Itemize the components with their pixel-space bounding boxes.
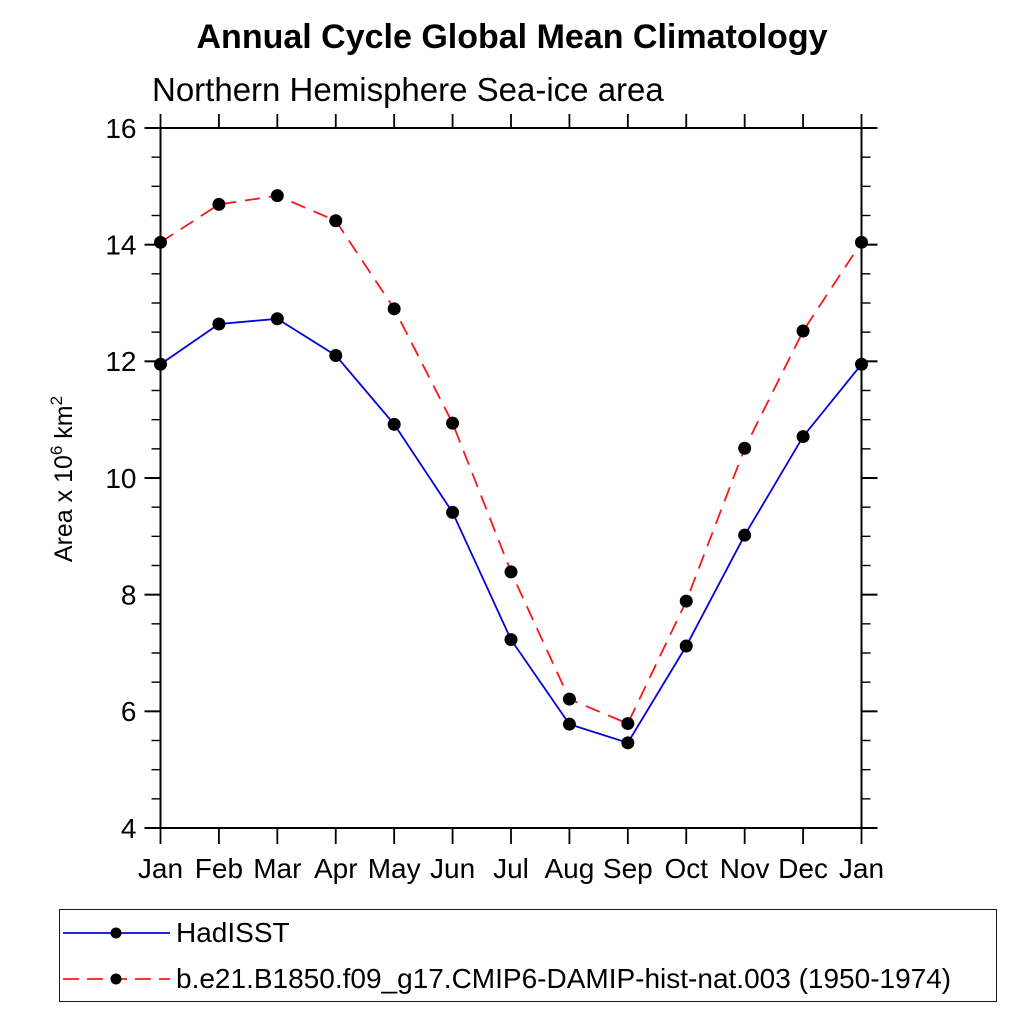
y-tick-label: 14	[105, 229, 136, 260]
data-point	[855, 357, 868, 371]
y-tick-label: 12	[105, 346, 136, 377]
legend: HadISST b.e21.B1850.f09_g17.CMIP6-DAMIP-…	[59, 909, 997, 1002]
y-tick-label: 16	[105, 113, 136, 144]
y-tick-label: 6	[121, 696, 137, 727]
y-tick-label: 4	[121, 813, 137, 844]
x-tick-label: Oct	[664, 853, 708, 884]
x-tick-label: Feb	[195, 853, 243, 884]
legend-item-hadisst: HadISST	[63, 914, 996, 952]
data-point	[212, 317, 226, 331]
data-point	[738, 441, 752, 455]
legend-item-model: b.e21.B1850.f09_g17.CMIP6-DAMIP-hist-nat…	[63, 960, 996, 998]
data-point	[562, 717, 576, 731]
x-tick-label: Apr	[314, 853, 358, 884]
data-point	[329, 349, 343, 362]
series-line-0	[159, 317, 863, 744]
x-tick-label: Jan	[138, 853, 183, 884]
x-tick-label: Dec	[778, 853, 828, 884]
y-tick-label: 10	[105, 463, 136, 494]
plot-frame	[159, 127, 863, 829]
data-point	[855, 235, 868, 249]
data-point	[796, 430, 810, 444]
data-point	[270, 312, 284, 326]
data-point	[154, 357, 167, 371]
legend-label: HadISST	[176, 916, 290, 948]
legend-swatch-solid-line-icon	[63, 927, 170, 938]
x-tick-label: Jan	[839, 853, 884, 884]
y-tick-label: 8	[121, 579, 137, 610]
data-point	[387, 302, 401, 316]
x-tick-label: Jun	[430, 853, 475, 884]
legend-label: b.e21.B1850.f09_g17.CMIP6-DAMIP-hist-nat…	[176, 962, 952, 994]
y-axis-title: Area x 106 km2	[47, 396, 78, 562]
data-point	[387, 417, 401, 431]
data-point	[504, 633, 518, 647]
data-point	[270, 189, 284, 203]
x-tick-label: Mar	[253, 853, 301, 884]
x-tick-label: Sep	[603, 853, 653, 884]
data-point	[679, 639, 693, 653]
data-point	[621, 736, 635, 750]
legend-marker-dot	[110, 973, 122, 984]
legend-marker-dot	[110, 927, 122, 938]
chart-title: Annual Cycle Global Mean Climatology	[196, 18, 828, 56]
data-point	[212, 197, 226, 211]
data-point	[738, 528, 752, 542]
data-point	[796, 324, 810, 338]
data-point	[446, 416, 460, 430]
data-point	[504, 565, 518, 579]
x-tick-label: Nov	[720, 853, 770, 884]
data-point	[679, 594, 693, 608]
chart-subtitle: Northern Hemisphere Sea-ice area	[152, 71, 664, 108]
x-tick-label: May	[368, 853, 421, 884]
data-point	[154, 235, 167, 249]
data-point	[562, 692, 576, 706]
data-point	[446, 505, 460, 519]
x-tick-label: Jul	[493, 853, 529, 884]
data-point	[329, 214, 343, 228]
x-tick-label: Aug	[545, 853, 595, 884]
legend-swatch-dashed-line-icon	[63, 973, 170, 984]
data-point	[621, 717, 635, 731]
